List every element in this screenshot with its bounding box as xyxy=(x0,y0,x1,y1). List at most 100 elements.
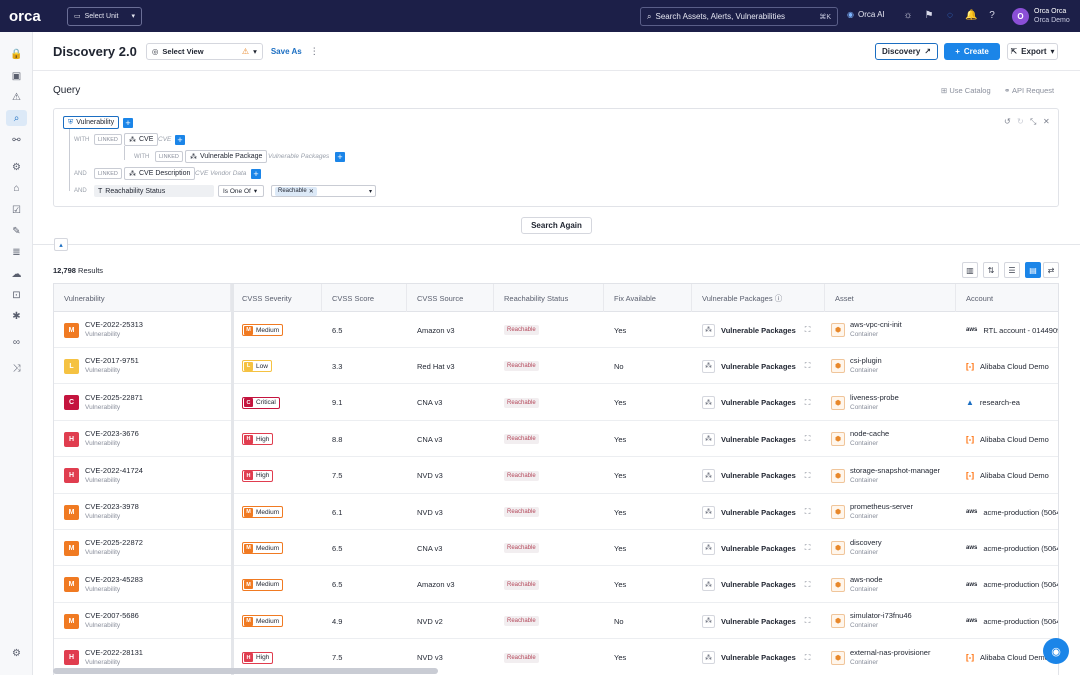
expand-icon[interactable]: ⛶ xyxy=(804,616,811,626)
vulnerable-packages-link[interactable]: Vulnerable Packages xyxy=(721,471,796,481)
table-row[interactable]: H CVE-2022-41724 Vulnerability H High 7.… xyxy=(54,458,1058,494)
expand-icon[interactable]: ⛶ xyxy=(804,325,811,334)
vulnerable-package-node[interactable]: ⁂ Vulnerable Package xyxy=(185,150,268,163)
select-unit-dropdown[interactable]: ▭ Select Unit ▾ xyxy=(67,6,142,26)
account-name[interactable]: acme-production (5064 xyxy=(983,507,1059,517)
expand-icon[interactable]: ⛶ xyxy=(804,434,811,444)
cve-id[interactable]: CVE-2007-5686 xyxy=(85,611,139,621)
sidebar-discovery-icon[interactable]: ⌕ xyxy=(6,110,27,126)
asset-name[interactable]: csi-plugin xyxy=(850,356,882,366)
account-name[interactable]: Alibaba Cloud Demo xyxy=(980,434,1049,444)
table-row[interactable]: M CVE-2025-22872 Vulnerability M Medium … xyxy=(54,530,1059,567)
sidebar-gear-icon[interactable]: ⚙ xyxy=(12,647,21,659)
cve-id[interactable]: CVE-2017-9751 xyxy=(85,356,139,366)
vulnerable-packages-link[interactable]: Vulnerable Packages xyxy=(721,434,796,444)
vulnerable-packages-link[interactable]: Vulnerable Packages xyxy=(721,616,796,626)
cve-id[interactable]: CVE-2025-22872 xyxy=(85,538,143,548)
col-header[interactable]: Vulnerable Packages ⓘ xyxy=(692,284,825,312)
list-view-icon[interactable]: ☰ xyxy=(1004,262,1020,278)
expand-icon[interactable]: ⛶ xyxy=(804,397,811,407)
table-row[interactable]: C CVE-2025-22871 Vulnerability C Critica… xyxy=(54,385,1058,421)
use-catalog-link[interactable]: ⊞ Use Catalog xyxy=(941,86,991,95)
col-header[interactable]: CVSS Severity xyxy=(232,284,322,312)
account-name[interactable]: RTL account - 0144909 xyxy=(983,325,1059,335)
cve-node[interactable]: ⁂ CVE xyxy=(124,133,159,146)
sidebar-integrations-icon[interactable]: ∞ xyxy=(12,336,21,348)
asset-name[interactable]: simulator-i73fnu46 xyxy=(850,611,912,621)
user-menu[interactable]: O Orca Orca Orca Demo xyxy=(1012,7,1070,25)
help-icon[interactable]: ? xyxy=(989,10,995,21)
col-header[interactable]: CVSS Source xyxy=(407,284,494,312)
discovery-button[interactable]: Discovery ↗ xyxy=(875,43,938,60)
cve-id[interactable]: CVE-2025-22871 xyxy=(85,392,143,402)
linked-tag[interactable]: LINKED xyxy=(94,134,122,145)
col-header[interactable]: Vulnerability xyxy=(54,284,231,312)
sidebar-settings-icon[interactable]: ✱ xyxy=(12,310,21,322)
horizontal-scrollbar[interactable] xyxy=(53,668,438,674)
query-root-node[interactable]: ⛨ Vulnerability xyxy=(63,116,120,129)
col-header[interactable]: Fix Available xyxy=(604,284,692,312)
sidebar-graph-icon[interactable]: ⚯ xyxy=(12,134,21,146)
cve-id[interactable]: CVE-2023-3978 xyxy=(85,502,139,511)
sidebar-vulnerabilities-icon[interactable]: ⌂ xyxy=(13,182,20,194)
col-header[interactable]: Account xyxy=(966,293,994,303)
asset-name[interactable]: aws-vpc-cni-init xyxy=(850,320,902,329)
chat-assistant-button[interactable]: ◉ xyxy=(1043,638,1069,664)
expand-icon[interactable]: ⛶ xyxy=(804,579,811,589)
sidebar-automation-icon[interactable]: ⤨ xyxy=(12,362,21,374)
close-icon[interactable]: ✕ xyxy=(308,188,314,195)
table-row[interactable]: M CVE-2023-3978 Vulnerability M Medium 6… xyxy=(54,494,1059,530)
orca-logo[interactable]: orca xyxy=(9,9,55,23)
add-cve-condition-button[interactable]: + xyxy=(175,135,185,145)
orca-ai-button[interactable]: ◉ Orca AI xyxy=(847,10,885,19)
asset-name[interactable]: liveness-probe xyxy=(850,392,899,402)
sidebar-reports-icon[interactable]: ⊡ xyxy=(12,289,21,301)
expand-icon[interactable]: ⛶ xyxy=(804,470,811,480)
account-name[interactable]: acme-production (5064 xyxy=(983,580,1059,590)
expand-icon[interactable]: ⛶ xyxy=(804,361,811,371)
sidebar-compliance-icon[interactable]: ☑ xyxy=(12,204,21,216)
sidebar-policies-icon[interactable]: ✎ xyxy=(12,225,21,237)
add-condition-button[interactable]: + xyxy=(123,118,133,128)
col-header[interactable]: Reachability Status xyxy=(494,284,604,312)
cve-id[interactable]: CVE-2022-28131 xyxy=(85,647,143,657)
minimize-icon[interactable]: ⤡ xyxy=(1030,117,1037,126)
vulnerable-packages-link[interactable]: Vulnerable Packages xyxy=(721,543,796,553)
sort-icon[interactable]: ⇅ xyxy=(983,262,999,278)
asset-name[interactable]: node-cache xyxy=(850,429,890,439)
vulnerable-packages-link[interactable]: Vulnerable Packages xyxy=(721,361,796,371)
account-name[interactable]: acme-production (5064 xyxy=(983,543,1059,553)
global-search-input[interactable]: ⌕ Search Assets, Alerts, Vulnerabilities… xyxy=(640,7,838,26)
col-header[interactable]: CVSS Score xyxy=(322,284,407,312)
sidebar-inventory-icon[interactable]: ⚙ xyxy=(12,161,21,173)
api-request-link[interactable]: ⚭ API Request xyxy=(1004,86,1055,95)
notification-bell-icon[interactable]: 🔔 xyxy=(965,10,978,21)
flag-icon[interactable]: ⚑ xyxy=(924,10,934,21)
expand-icon[interactable]: ⛶ xyxy=(804,543,811,553)
vulnerable-packages-link[interactable]: Vulnerable Packages xyxy=(721,580,796,590)
expand-icon[interactable]: ⛶ xyxy=(804,652,811,662)
table-row[interactable]: M CVE-2007-5686 Vulnerability M Medium 4… xyxy=(54,603,1058,640)
filter-operator-dropdown[interactable]: Is One Of ▾ xyxy=(218,185,264,197)
vulnerable-packages-link[interactable]: Vulnerable Packages xyxy=(721,325,796,335)
add-package-condition-button[interactable]: + xyxy=(335,152,345,162)
more-options-icon[interactable]: ⋮ xyxy=(309,45,319,56)
account-name[interactable]: Alibaba Cloud Demo xyxy=(980,471,1049,481)
sidebar-alerts-icon[interactable]: ⚠ xyxy=(12,91,21,103)
vulnerable-packages-link[interactable]: Vulnerable Packages xyxy=(721,398,796,408)
save-as-button[interactable]: Save As xyxy=(270,46,302,56)
theme-icon[interactable]: ☼ xyxy=(903,10,913,21)
collapse-query-button[interactable]: ▴ xyxy=(54,238,68,251)
table-row[interactable]: M CVE-2023-45283 Vulnerability M Medium … xyxy=(54,567,1059,603)
table-row[interactable]: H CVE-2023-3676 Vulnerability H High 8.8… xyxy=(54,421,1058,458)
sidebar-cloud-icon[interactable]: ☁ xyxy=(11,268,22,280)
filter-field[interactable]: T Reachability Status xyxy=(94,185,214,197)
account-name[interactable]: Alibaba Cloud Demo xyxy=(980,653,1049,663)
cve-id[interactable]: CVE-2022-41724 xyxy=(85,465,143,475)
vulnerable-packages-link[interactable]: Vulnerable Packages xyxy=(721,653,796,663)
table-view-icon[interactable]: ▤ xyxy=(1025,262,1041,278)
undo-icon[interactable]: ↺ xyxy=(1004,117,1011,126)
asset-name[interactable]: discovery xyxy=(850,538,882,548)
asset-name[interactable]: external-nas-provisioner xyxy=(850,647,931,657)
account-name[interactable]: Alibaba Cloud Demo xyxy=(980,361,1049,371)
